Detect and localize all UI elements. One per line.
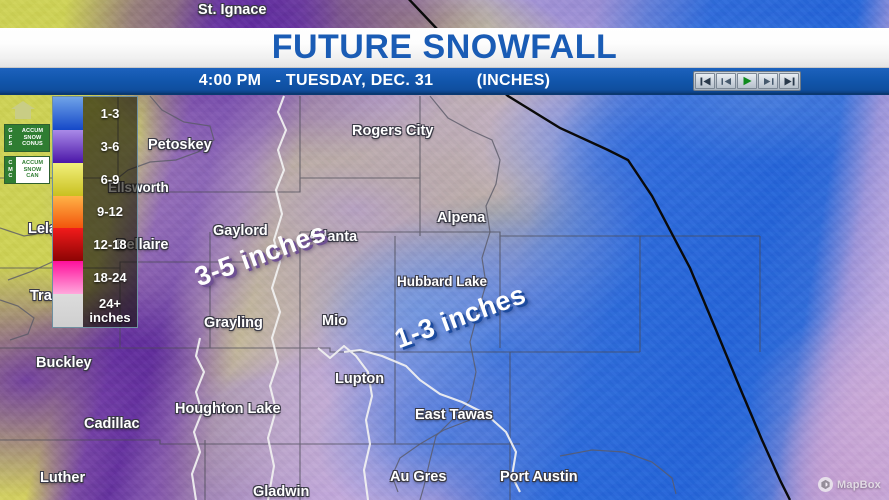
- city-label-luther: Luther: [40, 470, 86, 486]
- legend-label-12-18: 12-18: [83, 228, 137, 261]
- city-label-grayling: Grayling: [204, 315, 263, 331]
- legend-text-6-9: 6-9: [100, 171, 120, 187]
- layer-name-line-3: CONUS: [22, 141, 43, 148]
- legend-label-9-12: 9-12: [83, 196, 137, 229]
- legend-text-12-18: 12-18: [93, 237, 127, 253]
- legend-swatch-9-12: [53, 195, 83, 229]
- legend-label-3-6: 3-6: [83, 130, 137, 163]
- legend-swatch-1-3: [53, 97, 83, 130]
- legend-swatch-6-9: [53, 162, 83, 196]
- city-label-gaylord: Gaylord: [213, 223, 268, 239]
- legend-swatch-18-24: [53, 261, 83, 295]
- header-bar: FUTURE SNOWFALL: [0, 28, 889, 68]
- layer-name-can-line-3: CAN: [26, 173, 39, 180]
- city-label-houghton-lake: Houghton Lake: [175, 401, 281, 417]
- step-back-button[interactable]: [716, 73, 736, 89]
- city-label-east-tawas: East Tawas: [415, 407, 493, 423]
- layer-name-can-line-1: ACCUM: [21, 160, 44, 167]
- city-label-cadillac: Cadillac: [84, 416, 140, 432]
- play-button[interactable]: [737, 73, 757, 89]
- city-label-petoskey: Petoskey: [148, 137, 212, 153]
- page-title: FUTURE SNOWFALL: [271, 28, 618, 66]
- city-label-gladwin: Gladwin: [253, 484, 310, 500]
- layer-tag-gfs-char-1: F: [8, 134, 13, 141]
- city-label-hubbard-lake: Hubbard Lake: [397, 274, 488, 289]
- city-label-atlanta: Atlanta: [308, 229, 358, 245]
- legend-text-9-12: 9-12: [96, 204, 124, 220]
- city-label-leland: Lela: [28, 221, 58, 237]
- skip-to-end-button[interactable]: [779, 73, 799, 89]
- city-label-rogers-city: Rogers City: [352, 123, 434, 139]
- legend-label-18-24: 18-24: [83, 261, 137, 294]
- forecast-time: 4:00 PM: [198, 72, 262, 89]
- layer-tag-gfs-char-0: G: [8, 128, 13, 135]
- city-label-mio: Mio: [322, 313, 347, 329]
- city-label-au-gres: Au Gres: [390, 469, 447, 485]
- forecast-time-row: 4:00 PM - TUESDAY, DEC. 31 (INCHES): [0, 68, 889, 93]
- layer-picker[interactable]: G F S ACCUM SNOW CONUS C M C ACCUM SNOW …: [4, 98, 50, 188]
- layer-name-line-2: SNOW: [23, 134, 42, 141]
- layer-name-line-1: ACCUM: [21, 128, 44, 135]
- subheader-bar: 4:00 PM - TUESDAY, DEC. 31 (INCHES): [0, 68, 889, 95]
- layer-name-can-line-2: SNOW: [23, 166, 42, 173]
- playback-controls[interactable]: [693, 71, 801, 91]
- legend-swatch-24-plus: [53, 294, 83, 328]
- mapbox-label: MapBox: [837, 478, 881, 491]
- layer-item-cmc-accum-snow-can[interactable]: C M C ACCUM SNOW CAN: [4, 156, 50, 184]
- legend-text-24-plus: 24+: [98, 296, 122, 312]
- legend-swatch-3-6: [53, 129, 83, 163]
- mapbox-attribution[interactable]: MapBox: [818, 477, 881, 492]
- layer-tag-gfs: G F S: [5, 125, 16, 151]
- legend-text-3-6: 3-6: [100, 138, 120, 154]
- legend-labels: 1-3 3-6 6-9 9-12 12-18 18-24 24+ inches: [83, 97, 137, 327]
- layer-tag-cmc: C M C: [5, 157, 16, 183]
- layer-tag-cmc-char-0: C: [8, 160, 13, 167]
- units-label: (INCHES): [476, 72, 551, 89]
- city-label-buckley: Buckley: [36, 355, 92, 371]
- legend-label-1-3: 1-3: [83, 97, 137, 130]
- layer-tag-gfs-char-2: S: [8, 141, 13, 148]
- legend-text-1-3: 1-3: [100, 105, 120, 121]
- city-label-port-austin: Port Austin: [500, 469, 578, 485]
- home-icon[interactable]: [10, 100, 36, 120]
- step-forward-button[interactable]: [758, 73, 778, 89]
- forecast-date: - TUESDAY, DEC. 31: [275, 72, 434, 89]
- mapbox-logo-icon: [818, 477, 834, 492]
- layer-tag-cmc-char-1: M: [8, 166, 13, 173]
- layer-name-accum-snow-can: ACCUM SNOW CAN: [16, 157, 49, 183]
- legend-label-6-9: 6-9: [83, 163, 137, 196]
- skip-to-start-button[interactable]: [695, 73, 715, 89]
- city-label-st-ignace: St. Ignace: [198, 2, 267, 18]
- layer-tag-cmc-char-2: C: [8, 173, 13, 180]
- city-label-lupton: Lupton: [335, 371, 385, 387]
- city-label-traverse-city: Tra: [30, 288, 52, 304]
- legend-swatch-12-18: [53, 228, 83, 262]
- layer-item-gfs-accum-snow-conus[interactable]: G F S ACCUM SNOW CONUS: [4, 124, 50, 152]
- legend-label-24-plus: 24+ inches: [83, 294, 137, 327]
- city-label-alpena: Alpena: [437, 210, 486, 226]
- legend-text-units: inches: [89, 309, 131, 325]
- legend-text-18-24: 18-24: [93, 270, 127, 286]
- legend-swatches: [53, 97, 83, 328]
- snowfall-legend[interactable]: 1-3 3-6 6-9 9-12 12-18 18-24 24+ inches: [52, 96, 138, 328]
- layer-name-accum-snow-conus: ACCUM SNOW CONUS: [16, 125, 49, 151]
